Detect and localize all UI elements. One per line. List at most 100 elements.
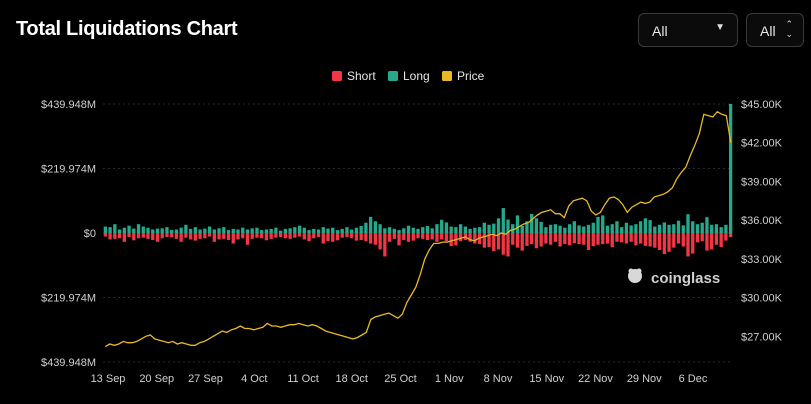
long-bar — [416, 229, 419, 233]
long-bar — [625, 223, 628, 233]
long-bar — [388, 227, 391, 233]
short-bar — [222, 233, 225, 239]
x-tick-label: 13 Sep — [91, 373, 126, 385]
long-bar — [412, 228, 415, 233]
short-bar — [378, 233, 381, 249]
legend-label-long: Long — [403, 69, 430, 83]
long-bar — [203, 229, 206, 233]
short-bar — [170, 233, 173, 237]
long-bar — [142, 227, 145, 233]
x-tick-label: 11 Oct — [287, 373, 319, 385]
long-bar — [123, 228, 126, 233]
long-bar — [601, 215, 604, 233]
long-bar — [573, 221, 576, 233]
long-bar — [540, 222, 543, 233]
long-bar — [213, 229, 216, 233]
short-bar — [388, 233, 391, 242]
short-bar — [587, 233, 590, 250]
short-bar — [265, 233, 268, 240]
axes-layer: $439.948M$219.974M$0$219.974M$439.948M$4… — [41, 99, 783, 385]
long-bar — [701, 223, 704, 233]
short-bar — [284, 233, 287, 238]
legend-label-short: Short — [347, 69, 376, 83]
short-bar — [535, 233, 538, 248]
short-bar — [644, 233, 647, 246]
short-bar — [194, 233, 197, 241]
y-left-tick-label: $0 — [84, 228, 96, 240]
long-bar — [549, 225, 552, 233]
x-tick-label: 8 Nov — [484, 373, 513, 385]
short-bar — [634, 233, 637, 245]
short-bar — [658, 233, 661, 250]
y-left-tick-label: $439.948M — [41, 357, 96, 369]
long-bar — [663, 222, 666, 233]
short-bar — [625, 233, 628, 244]
short-bar — [175, 233, 178, 239]
short-bar — [554, 233, 557, 242]
long-bar — [364, 223, 367, 233]
long-bar — [355, 228, 358, 233]
short-bar — [549, 233, 552, 245]
long-bar — [255, 228, 258, 233]
long-bar — [194, 227, 197, 233]
short-bar — [502, 233, 505, 255]
long-bar — [317, 229, 320, 233]
long-bar — [312, 229, 315, 233]
y-right-tick-label: $39.00K — [741, 176, 783, 188]
long-bar — [426, 226, 429, 233]
short-bar — [696, 233, 699, 242]
short-bar — [615, 233, 618, 242]
long-bar — [435, 224, 438, 233]
long-bar — [241, 228, 244, 233]
long-bar — [146, 228, 149, 233]
short-bar — [648, 233, 651, 246]
short-bar — [611, 233, 614, 247]
short-bar — [331, 233, 334, 242]
long-bar — [473, 228, 476, 233]
short-bar — [483, 233, 486, 248]
long-bar — [530, 214, 533, 233]
long-bar — [127, 226, 130, 233]
long-bar — [279, 231, 282, 233]
long-bar — [710, 225, 713, 233]
long-bar — [350, 229, 353, 233]
long-bar — [483, 223, 486, 233]
long-bar — [137, 224, 140, 233]
long-bar — [198, 229, 201, 233]
long-bar — [265, 229, 268, 233]
long-bar — [270, 229, 273, 233]
short-bar — [431, 233, 434, 239]
long-bar — [516, 215, 519, 233]
short-bar — [293, 233, 296, 238]
short-bar — [667, 233, 670, 252]
long-bar — [397, 230, 400, 233]
coinglass-watermark: coinglass — [628, 269, 720, 288]
short-bar — [544, 233, 547, 244]
short-bar — [506, 233, 509, 256]
long-bar — [336, 230, 339, 233]
long-bar — [378, 224, 381, 233]
short-bar — [682, 233, 685, 246]
long-bar — [729, 104, 732, 233]
short-bar — [146, 233, 149, 239]
liquidations-chart: $439.948M$219.974M$0$219.974M$439.948M$4… — [0, 0, 811, 404]
long-bar — [227, 230, 230, 233]
long-bar — [288, 228, 291, 233]
short-bar — [653, 233, 656, 248]
short-bar — [113, 233, 116, 239]
long-bar — [393, 229, 396, 233]
legend-label-price: Price — [457, 69, 485, 83]
long-bar — [374, 221, 377, 233]
short-bar — [558, 233, 561, 246]
long-bar — [596, 217, 599, 233]
short-bar — [364, 233, 367, 241]
short-bar — [445, 233, 448, 241]
short-bar — [573, 233, 576, 243]
long-bar — [592, 223, 595, 233]
long-bar — [492, 224, 495, 233]
short-bar — [208, 233, 211, 237]
short-bar — [630, 233, 633, 242]
long-bar — [360, 226, 363, 233]
long-bar — [217, 228, 220, 233]
long-bar — [331, 228, 334, 233]
